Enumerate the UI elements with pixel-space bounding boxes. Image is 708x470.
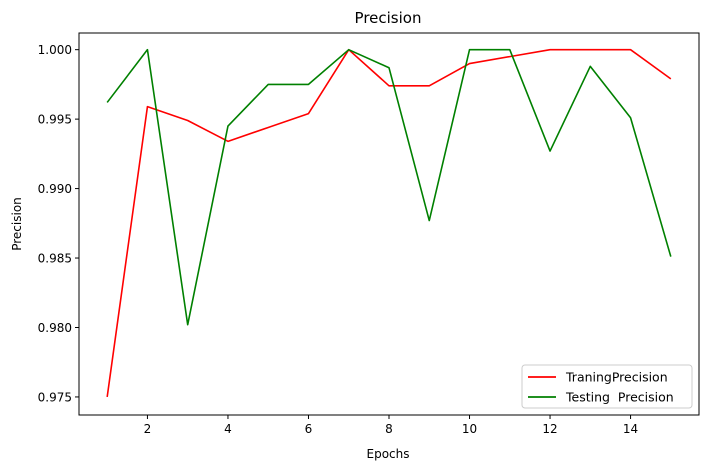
x-tick-label: 8 <box>385 422 393 436</box>
y-tick-label: 0.985 <box>38 252 72 266</box>
series-line-training <box>106 48 672 398</box>
x-tick-label: 10 <box>462 422 477 436</box>
x-axis-ticks: 2 4 6 8 10 12 14 <box>144 415 638 436</box>
plot-area-frame <box>78 32 700 416</box>
x-axis-label: Epochs <box>367 447 410 461</box>
x-tick-label: 6 <box>305 422 313 436</box>
x-tick-label: 12 <box>542 422 557 436</box>
y-axis-ticks: 0.975 0.980 0.985 0.990 0.995 1.000 <box>38 43 79 404</box>
x-tick-label: 14 <box>623 422 638 436</box>
y-tick-label: 1.000 <box>38 43 72 57</box>
legend-label-training: TraningPrecision <box>565 370 668 385</box>
y-tick-label: 0.995 <box>38 113 72 127</box>
legend-box <box>521 364 693 409</box>
y-tick-label: 0.990 <box>38 182 72 196</box>
legend: TraningPrecision Testing Precision <box>521 364 693 409</box>
x-tick-label: 4 <box>224 422 232 436</box>
y-tick-label: 0.980 <box>38 321 72 335</box>
data-lines <box>106 48 672 398</box>
legend-label-testing: Testing Precision <box>565 390 674 405</box>
x-tick-label: 2 <box>144 422 152 436</box>
chart-title: Precision <box>355 9 422 27</box>
y-axis-label: Precision <box>10 197 24 251</box>
series-line-testing <box>106 48 672 326</box>
y-tick-label: 0.975 <box>38 390 72 404</box>
